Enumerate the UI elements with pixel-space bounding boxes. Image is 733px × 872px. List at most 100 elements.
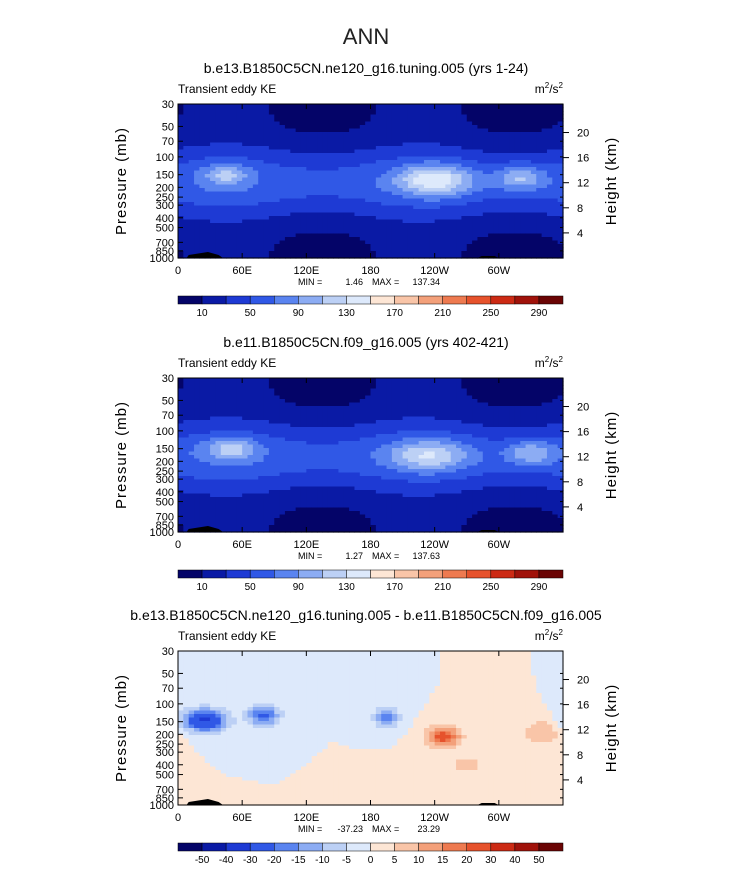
contour-cell <box>418 205 425 210</box>
contour-cell <box>188 188 195 193</box>
contour-cell <box>204 160 211 165</box>
contour-cell <box>290 188 297 193</box>
contour-cell <box>466 406 473 411</box>
contour-cell <box>349 427 356 432</box>
contour-cell <box>295 146 302 151</box>
contour-cell <box>349 104 356 109</box>
contour-cell <box>397 142 404 147</box>
contour-cell <box>220 254 227 259</box>
contour-cell <box>252 430 259 435</box>
contour-cell <box>429 135 436 140</box>
contour-cell <box>327 427 334 432</box>
contour-cell <box>220 223 227 228</box>
contour-cell <box>263 434 270 439</box>
contour-cell <box>231 223 238 228</box>
contour-cell <box>381 160 388 165</box>
contour-cell <box>226 160 233 165</box>
contour-cell <box>477 420 484 425</box>
contour-cell <box>338 448 345 453</box>
contour-cell <box>456 125 463 130</box>
contour-cell <box>386 191 393 196</box>
contour-cell <box>407 434 414 439</box>
contour-cell <box>509 202 516 207</box>
units-exp: 2 <box>545 355 550 364</box>
contour-cell <box>215 219 222 224</box>
contour-cell <box>317 195 323 200</box>
contour-cell <box>188 181 195 186</box>
contour-cell <box>482 156 489 161</box>
contour-cell <box>311 437 318 442</box>
contour-cell <box>215 226 222 231</box>
contour-cell <box>541 198 548 203</box>
contour-cell <box>343 392 350 397</box>
contour-cell <box>407 111 414 116</box>
contour-cell <box>525 240 532 245</box>
contour-cell <box>343 181 350 186</box>
contour-cell <box>311 170 318 175</box>
contour-cell <box>263 202 270 207</box>
contour-cell <box>338 118 345 123</box>
contour-cell <box>402 156 409 161</box>
contour-cell <box>300 437 307 442</box>
contour-cell <box>456 146 463 151</box>
contour-cell <box>391 219 398 224</box>
contour-cell <box>466 121 473 126</box>
contour-cell <box>488 216 495 221</box>
contour-cell <box>365 441 372 446</box>
contour-cell <box>178 434 184 439</box>
contour-cell <box>402 188 409 193</box>
contour-cell <box>375 226 382 231</box>
contour-cell <box>493 441 500 446</box>
contour-cell <box>477 111 484 116</box>
contour-cell <box>317 434 323 439</box>
contour-cell <box>381 413 388 418</box>
contour-cell <box>520 198 527 203</box>
contour-cell <box>359 233 366 238</box>
contour-cell <box>349 125 356 130</box>
contour-cell <box>343 153 350 158</box>
contour-cell <box>226 430 233 435</box>
contour-cell <box>188 423 195 428</box>
contour-cell <box>482 107 489 112</box>
contour-cell <box>418 406 425 411</box>
contour-cell <box>263 254 270 259</box>
contour-cell <box>279 416 286 421</box>
contour-cell <box>322 416 329 421</box>
contour-cell <box>274 184 281 189</box>
contour-cell <box>354 216 361 221</box>
contour-cell <box>311 142 318 147</box>
contour-cell <box>520 402 527 407</box>
contour-cell <box>456 388 463 393</box>
contour-cell <box>440 455 446 460</box>
contour-cell <box>284 167 291 172</box>
contour-cell <box>183 416 190 421</box>
contour-cell <box>440 247 446 252</box>
contour-cell <box>391 104 398 109</box>
contour-cell <box>493 381 500 386</box>
contour-cell <box>333 156 340 161</box>
contour-cell <box>445 156 452 161</box>
contour-cell <box>317 107 323 112</box>
contour-cell <box>482 216 489 221</box>
contour-cell <box>274 160 281 165</box>
contour-cell <box>445 216 452 221</box>
contour-cell <box>434 247 441 252</box>
contour-cell <box>290 392 297 397</box>
contour-cell <box>423 254 430 259</box>
contour-cell <box>226 399 233 404</box>
contour-cell <box>333 118 340 123</box>
contour-cell <box>204 430 211 435</box>
contour-cell <box>279 378 286 383</box>
contour-cell <box>402 388 409 393</box>
contour-cell <box>252 416 259 421</box>
contour-cell <box>178 163 184 168</box>
contour-cell <box>423 107 430 112</box>
contour-cell <box>322 118 329 123</box>
contour-cell <box>231 388 238 393</box>
contour-cell <box>258 392 265 397</box>
contour-cell <box>317 170 323 175</box>
contour-cell <box>279 107 286 112</box>
contour-cell <box>333 240 340 245</box>
contour-cell <box>279 427 286 432</box>
contour-cell <box>413 437 420 442</box>
